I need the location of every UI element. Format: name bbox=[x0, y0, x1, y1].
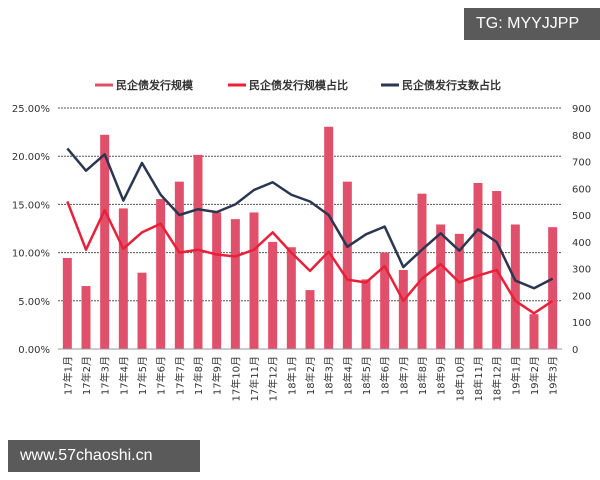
axes: 0.00% 5.00% 10.00% 15.00% 20.00% 25.00% 0 100 20… bbox=[12, 104, 591, 401]
x-axis-tick: 18年7月 bbox=[397, 356, 410, 395]
x-axis-tick: 18年6月 bbox=[379, 356, 392, 395]
right-axis-tick: 700 bbox=[572, 158, 591, 169]
bar bbox=[473, 182, 483, 349]
bar bbox=[230, 219, 240, 349]
x-axis-tick: 17年5月 bbox=[136, 356, 149, 395]
bar bbox=[286, 247, 296, 349]
x-axis-tick: 19年1月 bbox=[509, 356, 522, 395]
bar bbox=[212, 212, 222, 349]
x-axis-tick: 17年7月 bbox=[173, 356, 186, 395]
x-axis-tick: 17年12月 bbox=[267, 356, 280, 401]
x-axis-tick: 17年4月 bbox=[117, 356, 130, 395]
bar-series bbox=[62, 126, 558, 349]
x-axis-tick: 18年8月 bbox=[416, 356, 429, 395]
bar bbox=[548, 227, 558, 349]
x-axis-tick: 17年9月 bbox=[211, 356, 224, 395]
x-axis-tick: 17年11月 bbox=[248, 356, 261, 401]
left-axis-tick: 25.00% bbox=[12, 104, 50, 115]
bar bbox=[137, 272, 147, 349]
bar bbox=[81, 286, 91, 349]
bar bbox=[174, 181, 184, 349]
bar bbox=[156, 199, 166, 349]
bar bbox=[268, 241, 278, 349]
right-axis-tick: 900 bbox=[572, 104, 591, 115]
x-axis-tick: 18年2月 bbox=[304, 356, 317, 395]
bar bbox=[100, 134, 110, 349]
bar bbox=[193, 154, 203, 349]
x-axis-tick: 17年1月 bbox=[61, 356, 74, 395]
left-axis-tick: 10.00% bbox=[12, 249, 50, 260]
chart-legend: 民企债发行规模 民企债发行规模占比 民企债发行支数占比 bbox=[95, 78, 501, 92]
right-axis-tick: 400 bbox=[572, 238, 591, 249]
left-axis-tick: 15.00% bbox=[12, 200, 50, 211]
x-axis-tick: 18年1月 bbox=[285, 356, 298, 395]
bar bbox=[118, 208, 128, 349]
legend-label: 民企债发行支数占比 bbox=[402, 78, 501, 92]
right-axis-tick: 800 bbox=[572, 131, 591, 142]
bar bbox=[342, 181, 352, 349]
legend-label: 民企债发行规模 bbox=[116, 78, 194, 92]
x-axis-tick: 17年3月 bbox=[99, 356, 112, 395]
bar bbox=[249, 212, 259, 349]
x-axis-tick: 17年2月 bbox=[80, 356, 93, 395]
bar bbox=[361, 279, 371, 349]
count-share-line bbox=[66, 147, 554, 290]
x-axis-tick: 18年4月 bbox=[341, 356, 354, 395]
x-axis-tick: 18年10月 bbox=[453, 356, 466, 401]
watermark-bottom: www.57chaoshi.cn bbox=[8, 440, 200, 472]
x-axis-tick: 17年10月 bbox=[229, 356, 242, 401]
x-axis-tick: 18年12月 bbox=[491, 356, 504, 401]
bar bbox=[529, 314, 539, 349]
bar bbox=[380, 252, 390, 349]
x-axis-tick: 18年5月 bbox=[360, 356, 373, 395]
bar bbox=[398, 270, 408, 349]
right-axis-tick: 300 bbox=[572, 265, 591, 276]
right-axis-tick: 0 bbox=[572, 345, 578, 356]
x-axis-tick: 17年8月 bbox=[192, 356, 205, 395]
x-axis-tick: 18年9月 bbox=[435, 356, 448, 395]
x-axis-tick: 18年3月 bbox=[323, 356, 336, 395]
legend-label: 民企债发行规模占比 bbox=[249, 78, 348, 92]
bar bbox=[324, 126, 334, 349]
left-axis-tick: 0.00% bbox=[18, 345, 50, 356]
x-axis-tick: 18年11月 bbox=[472, 356, 485, 401]
x-axis-tick: 19年2月 bbox=[528, 356, 541, 395]
left-axis-tick: 5.00% bbox=[18, 297, 50, 308]
bar bbox=[305, 290, 315, 349]
right-axis-tick: 200 bbox=[572, 291, 591, 302]
watermark-top: TG: MYYJJPP bbox=[464, 8, 600, 40]
bar bbox=[510, 224, 520, 349]
x-axis-tick: 17年6月 bbox=[155, 356, 168, 395]
scale-share-line bbox=[66, 201, 554, 315]
bar bbox=[436, 224, 446, 349]
x-axis-tick: 19年3月 bbox=[547, 356, 560, 395]
left-axis-tick: 20.00% bbox=[12, 152, 50, 163]
bar bbox=[454, 233, 464, 349]
right-axis-tick: 600 bbox=[572, 184, 591, 195]
bar bbox=[417, 193, 427, 349]
line-series bbox=[66, 147, 554, 315]
right-axis-tick: 500 bbox=[572, 211, 591, 222]
bar bbox=[62, 257, 72, 349]
right-axis-tick: 100 bbox=[572, 318, 591, 329]
